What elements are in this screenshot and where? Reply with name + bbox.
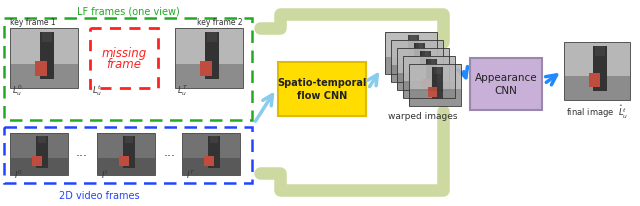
Text: warped images: warped images <box>388 112 458 121</box>
Text: frame: frame <box>106 59 141 71</box>
Text: Appearance: Appearance <box>475 73 538 83</box>
Bar <box>10 133 68 175</box>
Text: ···: ··· <box>164 151 176 164</box>
Text: ···: ··· <box>76 151 88 164</box>
Text: 2D video frames: 2D video frames <box>59 191 140 201</box>
Text: $L_u^t$: $L_u^t$ <box>92 83 102 97</box>
Text: key frame 2: key frame 2 <box>197 18 243 27</box>
Bar <box>10 28 78 88</box>
Bar <box>470 58 542 110</box>
Text: key frame 1: key frame 1 <box>10 18 56 27</box>
Text: LF frames (one view): LF frames (one view) <box>77 6 179 16</box>
Text: missing: missing <box>101 47 147 60</box>
Bar <box>97 133 155 175</box>
Text: Spatio-temporal: Spatio-temporal <box>277 78 367 88</box>
Bar <box>385 32 437 74</box>
Text: $I^T$: $I^T$ <box>186 169 195 181</box>
Bar <box>564 42 630 100</box>
Text: $L_u^0$: $L_u^0$ <box>12 83 22 97</box>
Bar <box>409 64 461 106</box>
Text: $I^t$: $I^t$ <box>101 169 109 181</box>
Text: CNN: CNN <box>495 86 517 96</box>
Bar <box>175 28 243 88</box>
Bar <box>278 62 366 116</box>
Text: $L_u^T$: $L_u^T$ <box>177 83 188 97</box>
Bar <box>182 133 240 175</box>
Bar <box>4 18 252 120</box>
Bar <box>403 56 455 98</box>
Text: flow CNN: flow CNN <box>297 91 347 101</box>
Bar <box>391 40 443 82</box>
Text: final image  $\hat{L}_u^t$: final image $\hat{L}_u^t$ <box>566 104 628 121</box>
Bar <box>4 127 252 183</box>
Text: $I^0$: $I^0$ <box>14 169 22 181</box>
Bar <box>397 48 449 90</box>
Bar <box>90 28 158 88</box>
